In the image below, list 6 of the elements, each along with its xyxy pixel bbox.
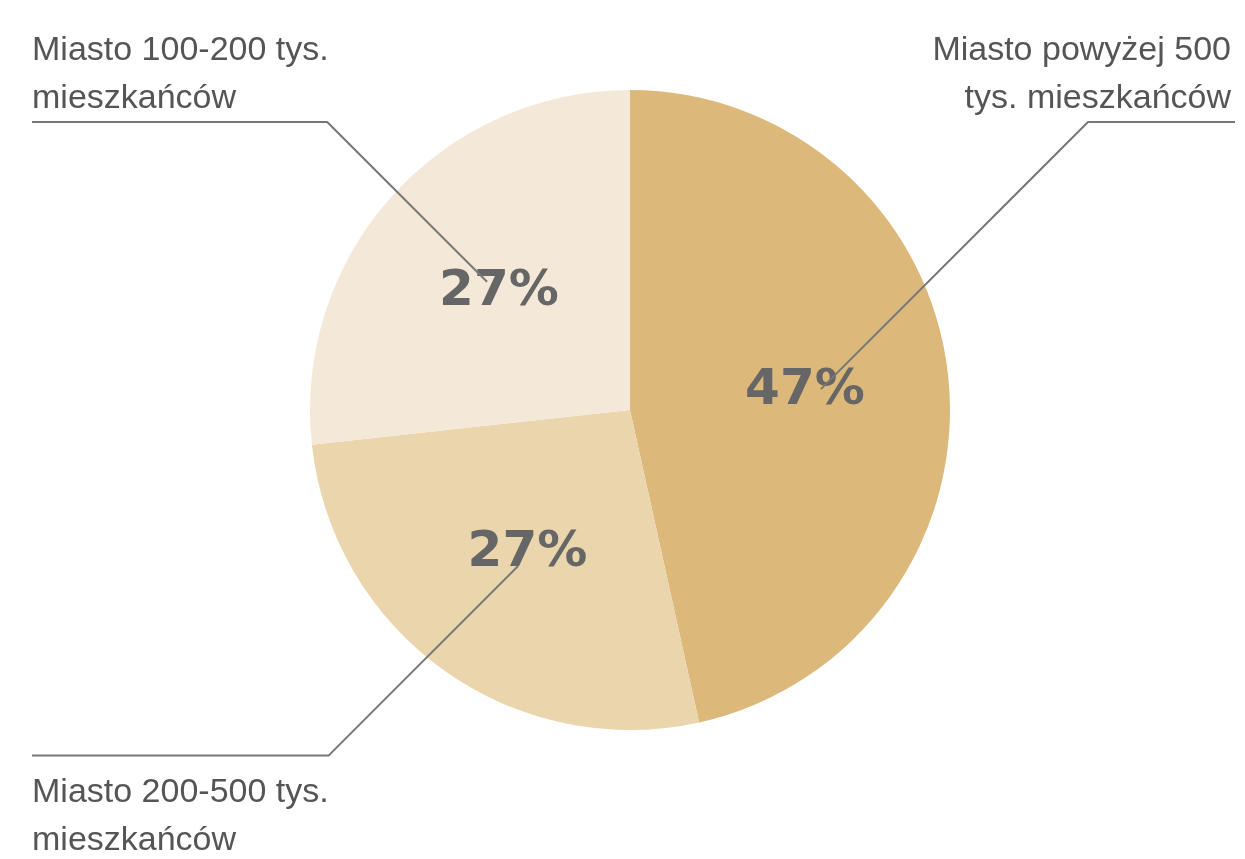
data-label: 27%	[439, 259, 559, 318]
data-label: 27%	[467, 520, 588, 579]
slice-label: Miasto 200-500 tys. mieszkańców	[32, 770, 329, 857]
data-label: 47%	[745, 357, 865, 416]
slice-label: Miasto 100-200 tys. mieszkańców	[32, 29, 329, 115]
slice-label: Miasto powyżej 500 tys. mieszkańców	[932, 29, 1232, 115]
